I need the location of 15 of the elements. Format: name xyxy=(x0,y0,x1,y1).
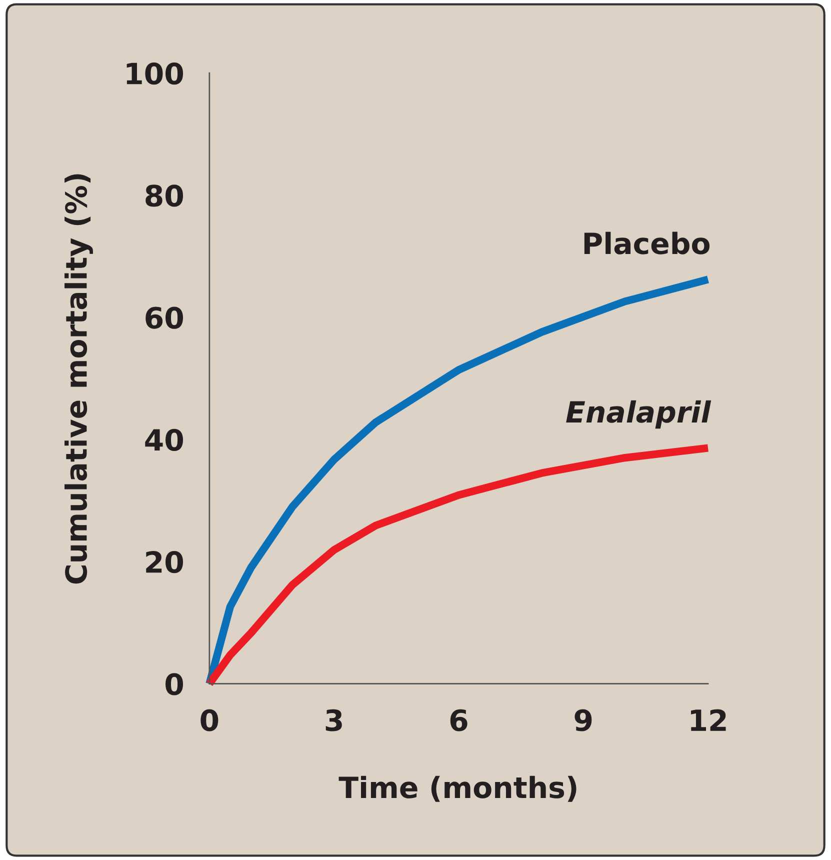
y-tick-label: 0 xyxy=(166,673,184,696)
series-label: Enalapril xyxy=(566,400,712,429)
y-tick-label: 20 xyxy=(146,551,184,574)
y-tick-label: 100 xyxy=(126,62,184,85)
y-tick-label: 60 xyxy=(146,306,184,329)
x-tick-label: 9 xyxy=(574,709,592,732)
x-tick-label: 0 xyxy=(200,709,218,732)
x-axis-title: Time (months) xyxy=(338,776,576,802)
x-tick-label: 3 xyxy=(326,709,342,732)
x-tick-label: 6 xyxy=(450,709,468,732)
y-tick-label: 80 xyxy=(146,184,184,207)
y-tick-label: 40 xyxy=(145,428,184,451)
x-tick-label: 12 xyxy=(691,709,726,731)
y-axis-title: Cumulative mortality (%) xyxy=(64,174,93,584)
series-label: Placebo xyxy=(584,232,710,254)
